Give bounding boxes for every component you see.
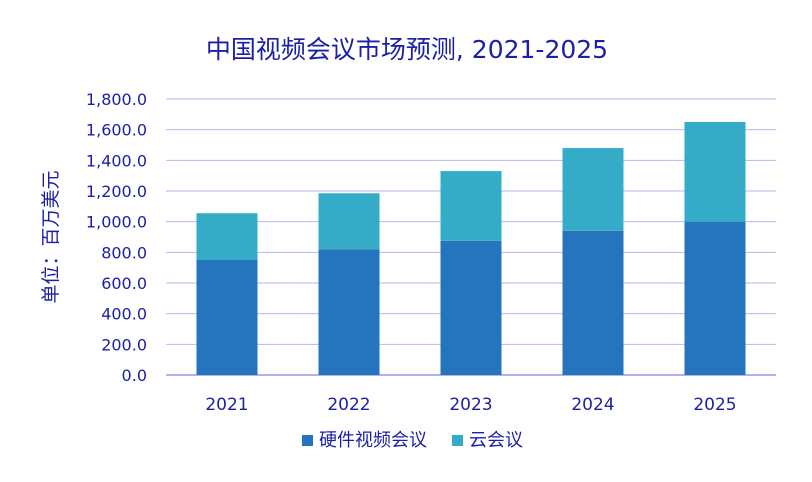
bar-segment-cloud	[196, 213, 258, 260]
y-tick-label: 1,600.0	[86, 121, 147, 140]
y-tick-label: 1,200.0	[86, 182, 147, 201]
bar-segment-cloud	[562, 148, 624, 231]
x-axis-ticks: 2021 2022 2023 2024 2025	[205, 395, 736, 415]
legend-swatch	[302, 435, 313, 446]
bars	[196, 122, 746, 375]
y-tick-label: 1,000.0	[86, 213, 147, 232]
legend-label: 云会议	[469, 430, 523, 451]
y-axis-label: 单位：百万美元	[40, 170, 62, 303]
y-tick-label: 1,400.0	[86, 151, 147, 170]
bar-segment-cloud	[440, 171, 502, 241]
legend: 硬件视频会议 云会议	[302, 430, 523, 451]
bar-segment-hardware	[196, 260, 258, 375]
legend-label: 硬件视频会议	[319, 430, 427, 451]
x-tick-label: 2021	[205, 395, 248, 415]
y-tick-label: 600.0	[101, 274, 147, 293]
y-tick-label: 1,800.0	[86, 90, 147, 109]
x-tick-label: 2023	[449, 395, 492, 415]
bar-segment-hardware	[562, 230, 624, 375]
chart-title: 中国视频会议市场预测, 2021-2025	[206, 35, 608, 64]
y-tick-label: 400.0	[101, 305, 147, 324]
bar-segment-cloud	[318, 193, 380, 250]
x-tick-label: 2022	[327, 395, 370, 415]
y-tick-label: 0.0	[122, 366, 147, 385]
bar-segment-hardware	[440, 240, 502, 375]
bar-segment-hardware	[318, 249, 380, 375]
x-tick-label: 2025	[693, 395, 736, 415]
bar-segment-hardware	[684, 221, 746, 375]
y-axis-ticks: 0.0 200.0 400.0 600.0 800.0 1,000.0 1,200.0 1,4…	[86, 90, 147, 385]
y-tick-label: 800.0	[101, 243, 147, 262]
legend-swatch	[452, 435, 463, 446]
x-tick-label: 2024	[571, 395, 614, 415]
y-tick-label: 200.0	[101, 335, 147, 354]
bar-segment-cloud	[684, 122, 746, 222]
